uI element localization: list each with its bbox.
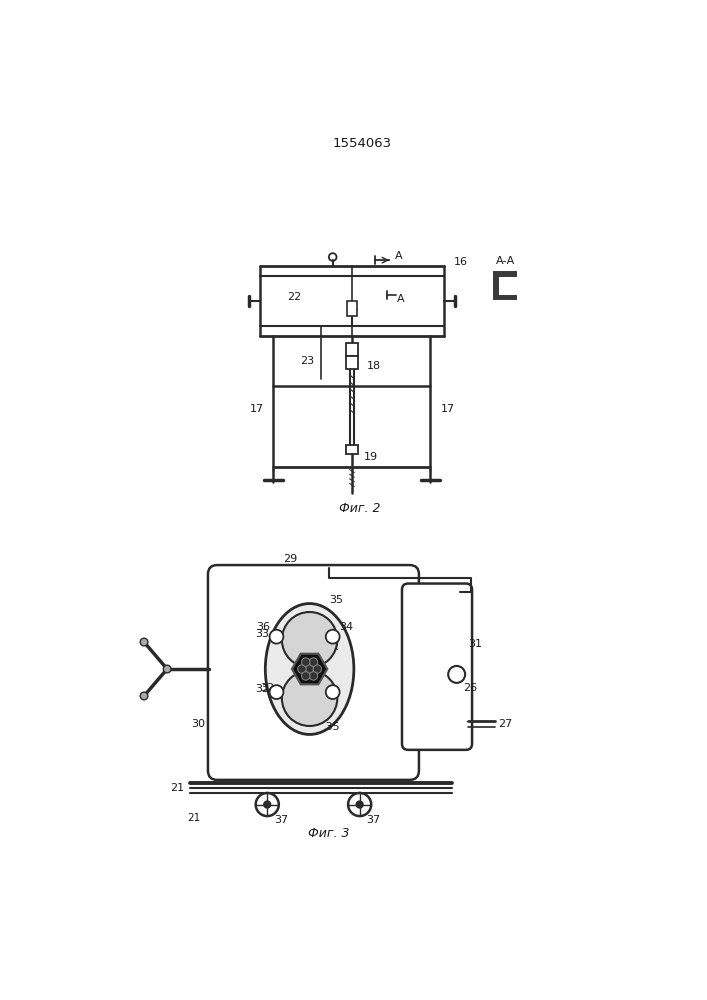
Bar bbox=[494, 272, 498, 299]
Text: 19: 19 bbox=[364, 452, 378, 462]
Text: Фиг. 3: Фиг. 3 bbox=[308, 827, 349, 840]
Circle shape bbox=[298, 665, 306, 673]
Text: 22: 22 bbox=[287, 292, 301, 302]
Text: 17: 17 bbox=[440, 404, 455, 414]
Circle shape bbox=[269, 630, 284, 644]
Text: 17: 17 bbox=[250, 404, 264, 414]
Circle shape bbox=[264, 801, 271, 808]
Text: 1554063: 1554063 bbox=[332, 137, 392, 150]
Ellipse shape bbox=[282, 612, 337, 667]
Text: 31: 31 bbox=[468, 639, 482, 649]
Text: 29: 29 bbox=[284, 554, 298, 564]
Text: .35: .35 bbox=[322, 722, 340, 732]
Text: 21: 21 bbox=[170, 783, 184, 793]
Circle shape bbox=[313, 665, 322, 673]
FancyBboxPatch shape bbox=[402, 584, 472, 750]
Text: 35: 35 bbox=[329, 595, 344, 605]
Text: 32: 32 bbox=[255, 684, 269, 694]
Circle shape bbox=[163, 665, 171, 673]
Text: Фиг. 2: Фиг. 2 bbox=[339, 502, 380, 515]
Bar bbox=[494, 272, 516, 276]
Ellipse shape bbox=[265, 604, 354, 734]
Text: 16: 16 bbox=[455, 257, 468, 267]
Circle shape bbox=[326, 685, 339, 699]
FancyBboxPatch shape bbox=[208, 565, 419, 780]
Text: 36: 36 bbox=[257, 622, 270, 632]
Text: 30: 30 bbox=[191, 719, 205, 729]
Circle shape bbox=[269, 685, 284, 699]
Text: 21: 21 bbox=[187, 813, 201, 823]
Text: 18: 18 bbox=[366, 361, 380, 371]
Circle shape bbox=[305, 665, 314, 673]
Text: 27: 27 bbox=[498, 719, 513, 729]
Bar bbox=[346, 445, 358, 454]
Text: 23: 23 bbox=[300, 356, 315, 366]
Circle shape bbox=[356, 801, 363, 808]
Text: 33: 33 bbox=[255, 629, 269, 639]
Text: А-А: А-А bbox=[496, 256, 515, 266]
Text: 37: 37 bbox=[366, 815, 380, 825]
Text: 32: 32 bbox=[326, 642, 340, 652]
Text: 37: 37 bbox=[274, 815, 288, 825]
Text: 26: 26 bbox=[462, 683, 477, 693]
Circle shape bbox=[301, 672, 310, 680]
Circle shape bbox=[140, 692, 148, 700]
Bar bbox=[346, 343, 358, 356]
Circle shape bbox=[309, 658, 317, 666]
Circle shape bbox=[140, 638, 148, 646]
Bar bbox=[346, 356, 358, 369]
Circle shape bbox=[326, 630, 339, 644]
Text: 34: 34 bbox=[339, 622, 354, 632]
Text: 32: 32 bbox=[260, 683, 274, 693]
Circle shape bbox=[309, 672, 317, 680]
Bar bbox=[346, 301, 357, 316]
Text: A: A bbox=[395, 251, 403, 261]
Bar bbox=[494, 296, 516, 299]
Ellipse shape bbox=[282, 671, 337, 726]
Text: A: A bbox=[397, 294, 404, 304]
Circle shape bbox=[301, 658, 310, 666]
